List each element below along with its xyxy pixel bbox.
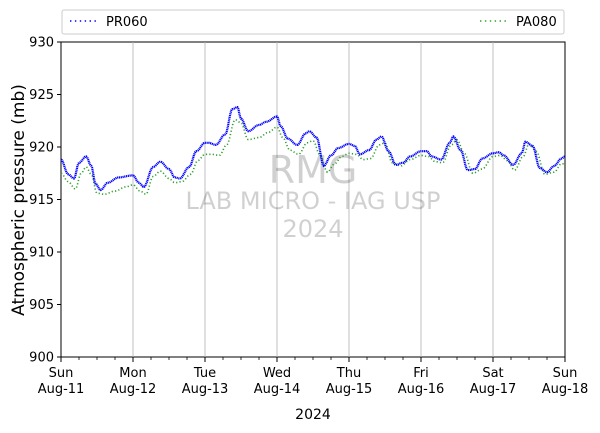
series-lines: [60, 105, 566, 196]
x-tick-label-day: Wed: [263, 366, 291, 381]
y-tick-label: 930: [29, 36, 54, 51]
legend-label-pr060: PR060: [106, 15, 148, 30]
x-tick-label-date: Aug-12: [110, 382, 157, 397]
legend-label-pa080: PA080: [516, 15, 557, 30]
y-tick-label: 920: [29, 141, 54, 156]
x-axis-label: 2024: [295, 407, 331, 423]
series-line-pa080: [60, 118, 565, 196]
y-tick-label: 905: [29, 298, 54, 313]
y-axis-label: Atmospheric pressure (mb): [9, 84, 29, 316]
x-tick-label-date: Aug-15: [326, 382, 373, 397]
series-line-pr060: [60, 105, 566, 192]
x-tick-label-date: Aug-17: [470, 382, 517, 397]
x-tick-label-day: Sun: [49, 366, 74, 381]
y-tick-label: 925: [29, 88, 54, 103]
x-tick-label-day: Fri: [413, 366, 429, 381]
watermark-line-1: RMG: [269, 148, 358, 192]
x-tick-label-day: Thu: [336, 366, 361, 381]
watermark: RMG LAB MICRO - IAG USP 2024: [185, 148, 440, 243]
watermark-line-2: LAB MICRO - IAG USP: [185, 187, 440, 215]
y-tick-label: 900: [29, 351, 54, 366]
y-axis-ticks: 900 905 910 915 920 925 930: [29, 36, 61, 366]
x-tick-label-day: Sat: [482, 366, 503, 381]
x-tick-label-day: Sun: [553, 366, 578, 381]
x-tick-label-date: Aug-16: [398, 382, 445, 397]
x-tick-label-date: Aug-18: [542, 382, 589, 397]
legend-frame: [61, 9, 565, 35]
x-axis-ticks: SunAug-11MonAug-12TueAug-13WedAug-14ThuA…: [38, 357, 589, 397]
x-tick-label-date: Aug-14: [254, 382, 301, 397]
grid-lines: [132, 42, 494, 357]
y-tick-label: 910: [29, 246, 54, 261]
x-tick-label-day: Mon: [119, 366, 146, 381]
y-tick-label: 915: [29, 193, 54, 208]
x-tick-label-date: Aug-11: [38, 382, 85, 397]
x-tick-label-day: Tue: [193, 366, 216, 381]
watermark-line-3: 2024: [282, 215, 343, 243]
legend: PR060 PA080: [61, 9, 565, 35]
x-tick-label-date: Aug-13: [182, 382, 229, 397]
